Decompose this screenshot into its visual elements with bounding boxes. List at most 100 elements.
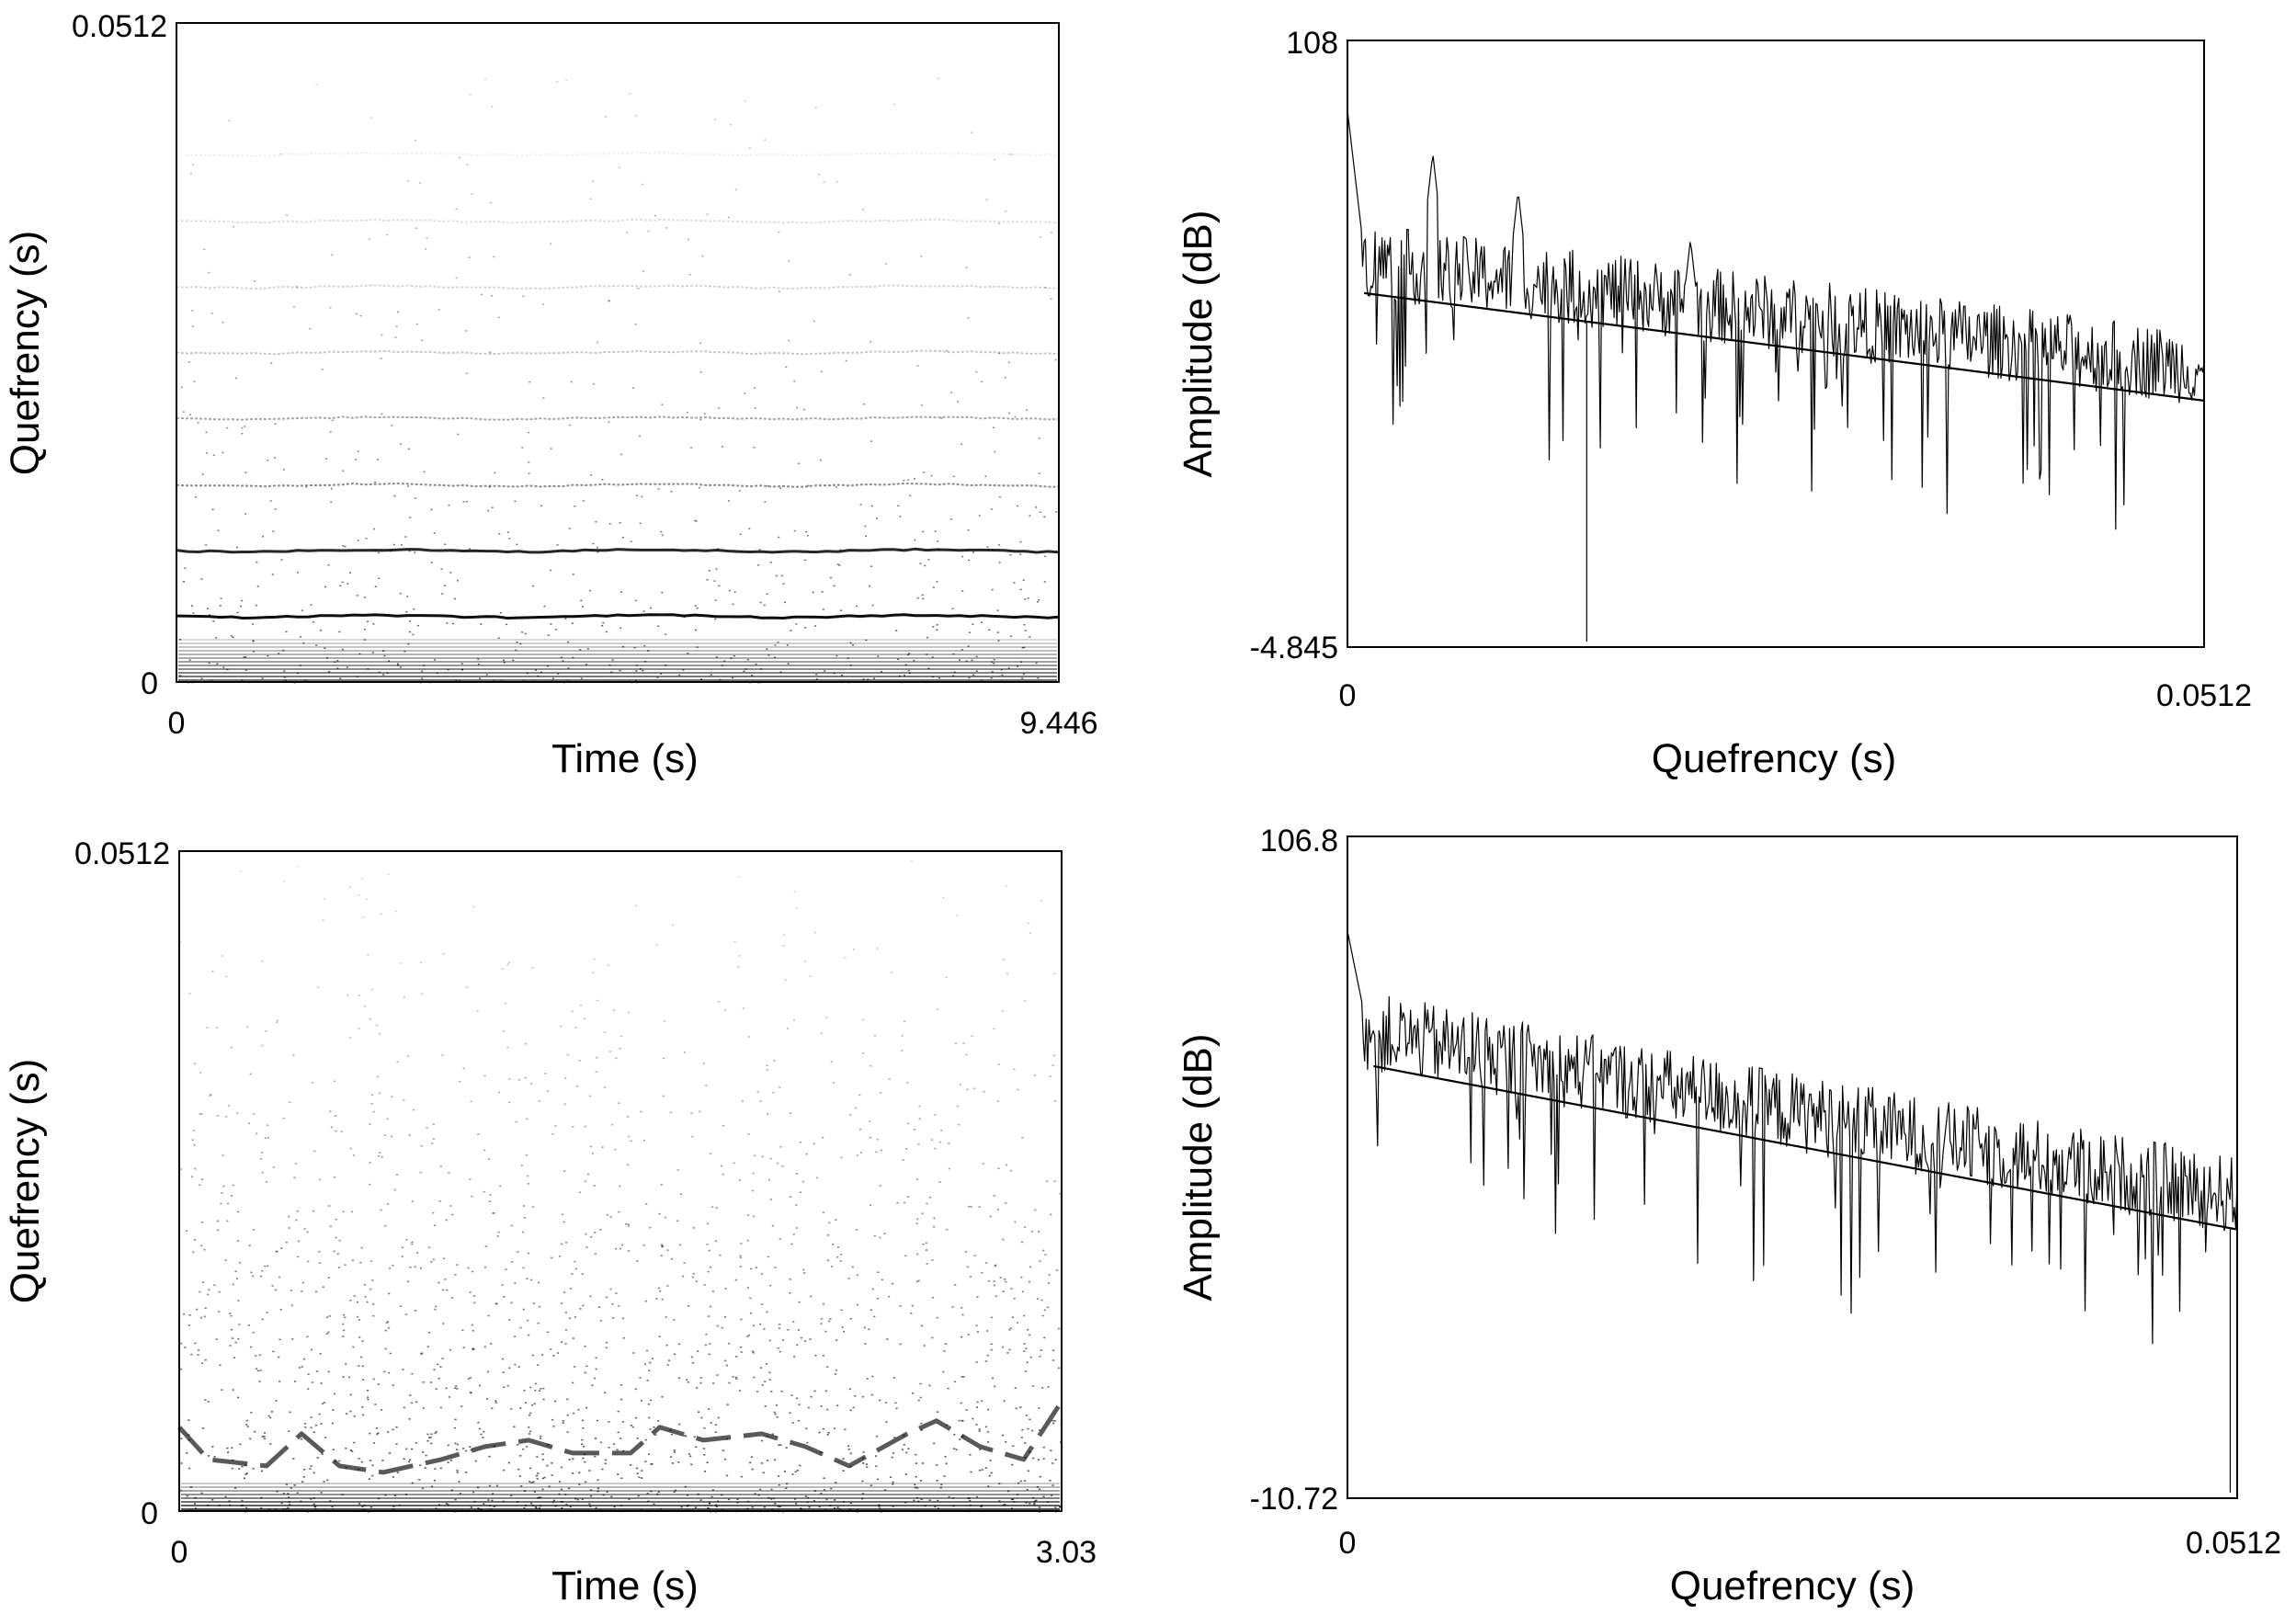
spectrogram-noise-speck <box>188 1419 190 1421</box>
spectrogram-noise-speck <box>406 485 409 487</box>
spectrogram-noise-speck <box>1010 635 1013 637</box>
spectrogram-noise-speck <box>870 505 873 507</box>
spectrogram-noise-speck <box>1051 1484 1054 1486</box>
spectrogram-noise-speck <box>508 1367 511 1370</box>
spectrogram-noise-speck <box>641 1477 643 1479</box>
spectrogram-noise-speck <box>986 1330 989 1332</box>
spectrogram-noise-speck <box>945 976 948 979</box>
spectrogram-noise-speck <box>748 147 751 149</box>
spectrogram-noise-speck <box>838 564 841 566</box>
spectrogram-noise-speck <box>505 1268 507 1270</box>
spectrogram-noise-speck <box>371 652 374 654</box>
spectrogram-noise-speck <box>353 1295 356 1297</box>
spectrogram-noise-speck <box>430 562 433 563</box>
spectrogram-noise-speck <box>401 1246 404 1248</box>
spectrogram-noise-speck <box>192 164 194 165</box>
spectrogram-noise-speck <box>773 1060 776 1062</box>
spectrogram-noise-speck <box>454 1387 457 1390</box>
spectrogram-noise-speck <box>536 1478 539 1480</box>
spectrogram-noise-speck <box>422 1451 425 1453</box>
spectrogram-noise-speck <box>272 530 275 532</box>
spectrogram-noise-speck <box>525 1043 528 1045</box>
spectrogram-noise-speck <box>455 1385 458 1387</box>
spectrogram-noise-speck <box>975 1495 979 1498</box>
spectrogram-noise-speck <box>207 1293 210 1296</box>
spectrogram-noise-speck <box>734 188 737 191</box>
spectrogram-noise-speck <box>1049 1075 1051 1077</box>
spectrogram-noise-speck <box>205 431 208 434</box>
spectrogram-noise-speck <box>1038 599 1040 601</box>
spectrogram-noise-speck <box>222 666 225 668</box>
spectrogram-noise-speck <box>753 1215 756 1218</box>
cepstrum-regression-line <box>1364 291 2205 402</box>
spectrogram-noise-speck <box>358 995 360 996</box>
spectrogram-noise-speck <box>656 1420 660 1422</box>
spectrogram-noise-speck <box>589 1095 592 1097</box>
spectrogram-noise-speck <box>703 1284 706 1286</box>
spectrogram-noise-speck <box>968 1205 971 1208</box>
spectrogram-noise-speck <box>1048 1274 1051 1276</box>
spectrogram-noise-speck <box>988 629 991 631</box>
spectrogram-top-y-axis-label: Quefrency (s) <box>3 231 48 476</box>
spectrogram-noise-speck <box>938 77 940 80</box>
spectrogram-noise-speck <box>188 361 190 363</box>
spectrogram-noise-speck <box>252 1331 255 1334</box>
spectrogram-noise-speck <box>996 609 999 611</box>
spectrogram-noise-speck <box>622 1337 625 1339</box>
spectrogram-noise-speck <box>318 1178 321 1181</box>
spectrogram-noise-speck <box>213 1284 216 1287</box>
spectrogram-noise-speck <box>934 1147 937 1150</box>
spectrogram-noise-speck <box>325 1333 328 1335</box>
spectrogram-noise-speck <box>728 216 730 219</box>
spectrogram-noise-speck <box>877 1271 880 1274</box>
spectrogram-noise-speck <box>783 601 786 604</box>
spectrogram-top-x-axis-label: Time (s) <box>551 736 699 781</box>
spectrogram-noise-speck <box>1016 505 1018 507</box>
spectrogram-noise-speck <box>827 1432 830 1434</box>
spectrogram-noise-speck <box>578 1472 581 1474</box>
spectrogram-noise-speck <box>633 646 636 649</box>
spectrogram-noise-speck <box>236 1112 239 1114</box>
spectrogram-noise-speck <box>694 1506 697 1508</box>
spectrogram-noise-speck <box>449 1460 452 1461</box>
spectrogram-noise-speck <box>866 1378 869 1380</box>
spectrogram-noise-speck <box>1004 377 1006 379</box>
spectrogram-noise-speck <box>628 1135 631 1138</box>
spectrogram-noise-speck <box>628 1498 631 1500</box>
spectrogram-noise-speck <box>1051 1495 1053 1496</box>
spectrogram-noise-speck <box>769 1199 772 1200</box>
spectrogram-noise-speck <box>300 1438 303 1440</box>
spectrogram-noise-speck <box>471 1324 473 1326</box>
spectrogram-noise-speck <box>687 653 689 654</box>
spectrogram-noise-speck <box>914 1483 916 1486</box>
spectrogram-noise-speck <box>924 564 926 567</box>
spectrogram-noise-speck <box>1050 1449 1052 1451</box>
spectrogram-noise-speck <box>256 561 258 563</box>
spectrogram-noise-speck <box>251 1275 255 1278</box>
spectrogram-noise-speck <box>507 1101 511 1104</box>
spectrogram-noise-speck <box>590 474 593 476</box>
spectrogram-noise-speck <box>272 1166 275 1168</box>
spectrogram-noise-speck <box>1008 1329 1011 1331</box>
spectrogram-noise-speck <box>803 1272 806 1274</box>
spectrogram-noise-speck <box>703 1426 706 1429</box>
spectrogram-noise-speck <box>529 1502 533 1505</box>
spectrogram-noise-speck <box>419 1267 423 1269</box>
spectrogram-noise-speck <box>607 964 609 967</box>
spectrogram-noise-speck <box>584 1125 586 1128</box>
spectrogram-noise-speck <box>673 1491 676 1494</box>
spectrogram-noise-speck <box>926 1263 928 1265</box>
spectrogram-noise-speck <box>793 1498 797 1500</box>
spectrogram-noise-speck <box>772 1091 775 1094</box>
spectrogram-noise-speck <box>384 1347 387 1350</box>
spectrogram-noise-speck <box>226 1447 229 1449</box>
spectrogram-noise-speck <box>690 1112 693 1114</box>
spectrogram-noise-speck <box>297 572 300 574</box>
spectrogram-noise-speck <box>412 1108 415 1111</box>
spectrogram-noise-speck <box>426 237 428 239</box>
spectrogram-noise-speck <box>483 1346 486 1348</box>
spectrogram-noise-speck <box>1055 511 1058 513</box>
spectrogram-noise-speck <box>367 620 369 622</box>
spectrogram-noise-speck <box>409 517 412 518</box>
spectrogram-noise-speck <box>734 1376 737 1379</box>
